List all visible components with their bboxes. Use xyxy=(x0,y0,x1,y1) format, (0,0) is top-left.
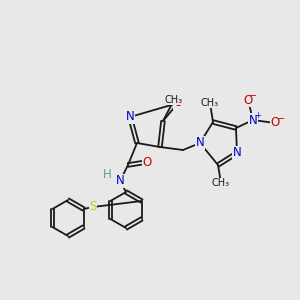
Text: N: N xyxy=(126,110,134,124)
Text: CH₃: CH₃ xyxy=(212,178,230,188)
Text: +: + xyxy=(255,112,261,121)
Text: CH₃: CH₃ xyxy=(201,98,219,108)
Text: O: O xyxy=(270,116,280,130)
Text: O: O xyxy=(142,155,152,169)
Text: −: − xyxy=(277,114,285,124)
Text: N: N xyxy=(232,146,242,160)
Text: N: N xyxy=(196,136,204,149)
Text: N: N xyxy=(249,113,257,127)
Text: −: − xyxy=(249,91,257,101)
Text: O: O xyxy=(243,94,253,106)
Text: O: O xyxy=(173,97,183,110)
Text: S: S xyxy=(89,200,97,214)
Text: H: H xyxy=(103,169,111,182)
Text: CH₃: CH₃ xyxy=(165,95,183,105)
Text: N: N xyxy=(116,175,124,188)
